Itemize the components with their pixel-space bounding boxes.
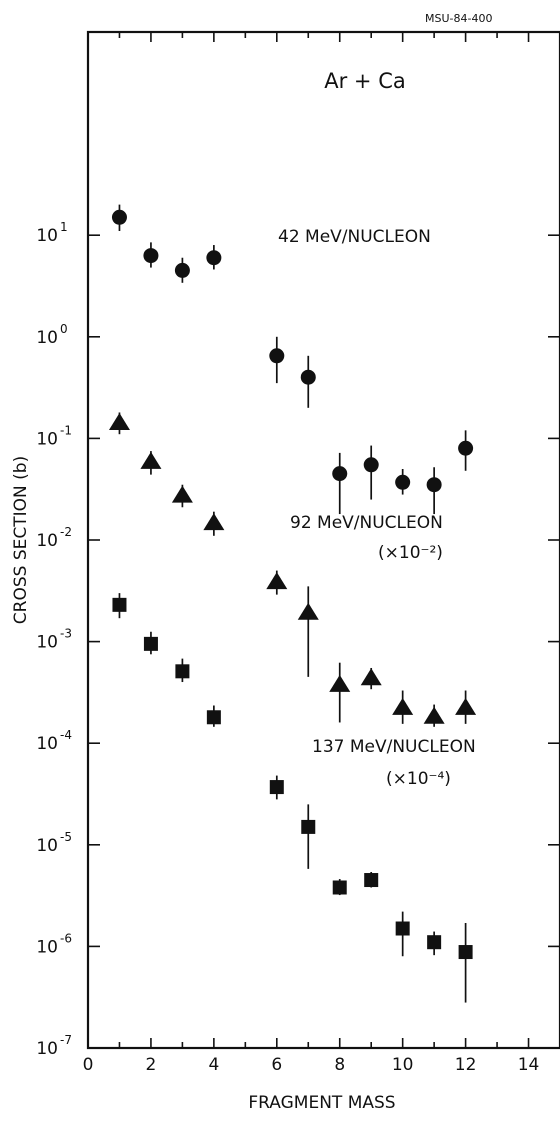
- y-tick-exponent: 1: [60, 220, 68, 234]
- data-point-triangle: [108, 413, 130, 431]
- data-point-triangle: [392, 697, 414, 715]
- y-tick-exponent: 0: [60, 322, 68, 336]
- series-circle: [111, 204, 474, 515]
- data-point-triangle: [266, 572, 288, 590]
- y-axis-label: CROSS SECTION (b): [11, 456, 31, 624]
- y-tick-exponent: -4: [60, 728, 72, 742]
- data-point-triangle: [140, 451, 162, 469]
- data-point-circle: [143, 248, 159, 264]
- y-tick-label: 10: [36, 226, 58, 246]
- series-label-42: 42 MeV/NUCLEON: [278, 227, 431, 247]
- y-tick-label: 10: [36, 328, 58, 348]
- y-tick-label: 10: [36, 734, 58, 754]
- data-point-circle: [426, 477, 442, 493]
- x-tick-label: 14: [518, 1055, 540, 1075]
- data-point-square: [458, 945, 473, 960]
- x-tick-label: 8: [334, 1055, 345, 1075]
- data-point-triangle: [203, 513, 225, 531]
- data-point-circle: [395, 474, 411, 490]
- data-point-square: [269, 780, 284, 795]
- data-point-triangle: [360, 668, 382, 686]
- data-point-triangle: [423, 706, 445, 724]
- data-point-triangle: [171, 485, 193, 503]
- y-tick-exponent: -1: [60, 423, 72, 437]
- x-tick-label: 12: [455, 1055, 477, 1075]
- chart-title: Ar + Ca: [324, 69, 405, 93]
- data-point-square: [143, 636, 158, 651]
- data-point-square: [332, 880, 347, 895]
- data-point-circle: [363, 457, 379, 473]
- y-tick-exponent: -7: [60, 1033, 72, 1047]
- y-tick-label: 10: [36, 429, 58, 449]
- plot-frame: [86, 30, 560, 1050]
- data-point-square: [395, 921, 410, 936]
- data-point-circle: [206, 250, 222, 266]
- data-point-triangle: [297, 602, 319, 620]
- y-tick-exponent: -2: [60, 525, 72, 539]
- data-point-square: [112, 597, 127, 612]
- data-point-triangle: [455, 697, 477, 715]
- data-point-circle: [174, 262, 190, 278]
- x-tick-label: 0: [83, 1055, 94, 1075]
- data-point-circle: [269, 348, 285, 364]
- axis-ticks: [87, 32, 560, 1049]
- data-point-square: [364, 873, 379, 888]
- y-tick-label: 10: [36, 633, 58, 653]
- series-square: [112, 593, 473, 1003]
- data-point-circle: [300, 369, 316, 385]
- x-tick-label: 2: [146, 1055, 157, 1075]
- y-tick-label: 10: [36, 531, 58, 551]
- y-tick-label: 10: [36, 836, 58, 856]
- data-point-square: [206, 710, 221, 725]
- x-tick-label: 6: [271, 1055, 282, 1075]
- y-tick-label: 10: [36, 937, 58, 957]
- series-label-137: 137 MeV/NUCLEON: [312, 737, 476, 757]
- data-point-triangle: [329, 674, 351, 692]
- x-axis-label: FRAGMENT MASS: [248, 1093, 395, 1113]
- data-point-square: [301, 819, 316, 834]
- y-tick-exponent: -3: [60, 627, 72, 641]
- series-scale-137: (×10⁻⁴): [386, 769, 451, 789]
- data-point-square: [175, 664, 190, 679]
- data-point-square: [427, 935, 442, 950]
- y-tick-label: 10: [36, 1039, 58, 1059]
- y-tick-exponent: -6: [60, 931, 72, 945]
- data-series: [108, 204, 477, 1003]
- data-point-circle: [458, 440, 474, 456]
- data-point-circle: [332, 466, 348, 482]
- x-tick-label: 4: [208, 1055, 219, 1075]
- x-tick-label: 10: [392, 1055, 414, 1075]
- series-label-92: 92 MeV/NUCLEON: [290, 513, 443, 533]
- y-tick-exponent: -5: [60, 830, 72, 844]
- series-triangle: [108, 412, 477, 727]
- data-point-circle: [111, 209, 127, 225]
- figure-id-label: MSU-84-400: [425, 12, 492, 25]
- series-scale-92: (×10⁻²): [378, 543, 443, 563]
